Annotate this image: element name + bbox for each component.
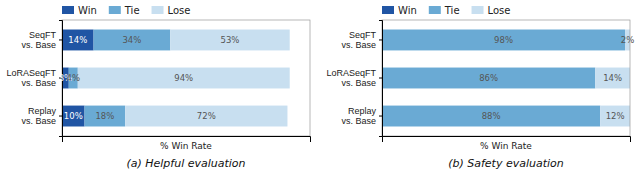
plot-frame xyxy=(382,20,630,136)
bar-segment xyxy=(62,106,85,127)
data-label: 2% xyxy=(621,35,635,45)
data-label: 14% xyxy=(603,73,622,83)
y-tick-label: SeqFTvs. Base xyxy=(341,30,376,50)
legend-item: Tie xyxy=(429,5,460,16)
bar-segment xyxy=(382,30,625,51)
y-tick-label: Replayvs. Base xyxy=(21,106,56,126)
data-label: 86% xyxy=(479,73,498,83)
data-labels: 14%3%10%34%4%18%53%94%72% xyxy=(59,35,240,121)
data-label: 98% xyxy=(494,35,513,45)
y-tick-label-line: vs. Base xyxy=(21,116,56,126)
data-label: 72% xyxy=(197,111,216,121)
legend-label: Tie xyxy=(124,5,140,16)
legend-item: Tie xyxy=(109,5,140,16)
bar-segment xyxy=(94,30,171,51)
y-tick-mark xyxy=(59,39,62,40)
y-tick-label-line: vs. Base xyxy=(341,78,376,88)
data-label: 34% xyxy=(122,35,141,45)
y-tick-label: SeqFTvs. Base xyxy=(21,30,56,50)
bar-segment xyxy=(595,68,630,89)
x-axis-title: % Win Rate xyxy=(160,141,212,151)
bars xyxy=(62,30,290,127)
y-tick-label-line: Replay xyxy=(28,106,57,116)
panel: SeqFTvs. BaseLoRASeqFTvs. BaseReplayvs. … xyxy=(326,5,634,171)
y-tick-label-line: LoRASeqFT xyxy=(6,68,56,78)
legend: Win Tie Lose xyxy=(62,5,190,16)
y-tick: Replayvs. Base xyxy=(341,106,382,126)
bar-segment xyxy=(600,106,630,127)
x-axis-title: % Win Rate xyxy=(480,141,532,151)
y-axis: SeqFTvs. BaseLoRASeqFTvs. BaseReplayvs. … xyxy=(6,21,62,137)
legend-item: Lose xyxy=(152,5,191,16)
legend-label: Lose xyxy=(488,5,511,16)
y-tick-mark xyxy=(379,116,382,117)
y-tick: Replayvs. Base xyxy=(21,106,62,126)
bar-segment xyxy=(170,30,289,51)
data-label: 88% xyxy=(482,111,501,121)
data-label: 18% xyxy=(95,111,114,121)
y-tick-label: LoRASeqFTvs. Base xyxy=(326,68,376,88)
plot-frame xyxy=(62,20,310,136)
bar-segment xyxy=(78,68,290,89)
y-tick: LoRASeqFTvs. Base xyxy=(6,68,62,88)
legend-swatch xyxy=(109,6,121,14)
legend-swatch xyxy=(152,6,164,14)
y-tick-mark xyxy=(379,39,382,40)
legend-label: Lose xyxy=(168,5,191,16)
bar-segment xyxy=(62,30,94,51)
data-label: 10% xyxy=(64,111,83,121)
data-label: 94% xyxy=(174,73,193,83)
y-tick-label-line: vs. Base xyxy=(21,40,56,50)
y-tick-label-line: vs. Base xyxy=(21,78,56,88)
legend-item: Win xyxy=(62,5,97,16)
y-tick: SeqFTvs. Base xyxy=(341,30,382,50)
legend-label: Win xyxy=(398,5,417,16)
y-tick-label-line: LoRASeqFT xyxy=(326,68,376,78)
bar-segment xyxy=(125,106,287,127)
panel: SeqFTvs. BaseLoRASeqFTvs. BaseReplayvs. … xyxy=(6,5,310,171)
y-tick-label-line: SeqFT xyxy=(349,30,377,40)
data-label: 14% xyxy=(68,35,87,45)
bars xyxy=(382,30,630,127)
y-tick-label: LoRASeqFTvs. Base xyxy=(6,68,56,88)
chart-root: SeqFTvs. BaseLoRASeqFTvs. BaseReplayvs. … xyxy=(0,0,640,176)
legend-label: Tie xyxy=(444,5,460,16)
legend-item: Win xyxy=(382,5,417,16)
y-tick-mark xyxy=(379,78,382,79)
data-label: 53% xyxy=(221,35,240,45)
y-tick-label-line: vs. Base xyxy=(341,40,376,50)
legend-swatch xyxy=(62,6,74,14)
subtitle: (b) Safety evaluation xyxy=(448,157,564,170)
legend-label: Win xyxy=(78,5,97,16)
data-label: 4% xyxy=(67,73,81,83)
y-tick-label: Replayvs. Base xyxy=(341,106,376,126)
legend-swatch xyxy=(472,6,484,14)
data-labels: 98% 86% 88% 2% 14% 12% xyxy=(479,35,634,121)
y-axis: SeqFTvs. BaseLoRASeqFTvs. BaseReplayvs. … xyxy=(326,21,382,137)
legend: Win Tie Lose xyxy=(382,5,510,16)
bar-segment xyxy=(382,106,600,127)
y-axis-line xyxy=(379,21,383,137)
y-tick: SeqFTvs. Base xyxy=(21,30,62,50)
y-tick: LoRASeqFTvs. Base xyxy=(326,68,382,88)
bar-segment xyxy=(382,68,595,89)
y-tick-label-line: vs. Base xyxy=(341,116,376,126)
bar-segment xyxy=(85,106,126,127)
legend-swatch xyxy=(429,6,441,14)
subtitle: (a) Helpful evaluation xyxy=(126,157,245,170)
data-label: 12% xyxy=(606,111,625,121)
y-tick-label-line: Replay xyxy=(348,106,377,116)
legend-item: Lose xyxy=(472,5,511,16)
y-tick-mark xyxy=(59,116,62,117)
legend-swatch xyxy=(382,6,394,14)
y-tick-label-line: SeqFT xyxy=(29,30,57,40)
